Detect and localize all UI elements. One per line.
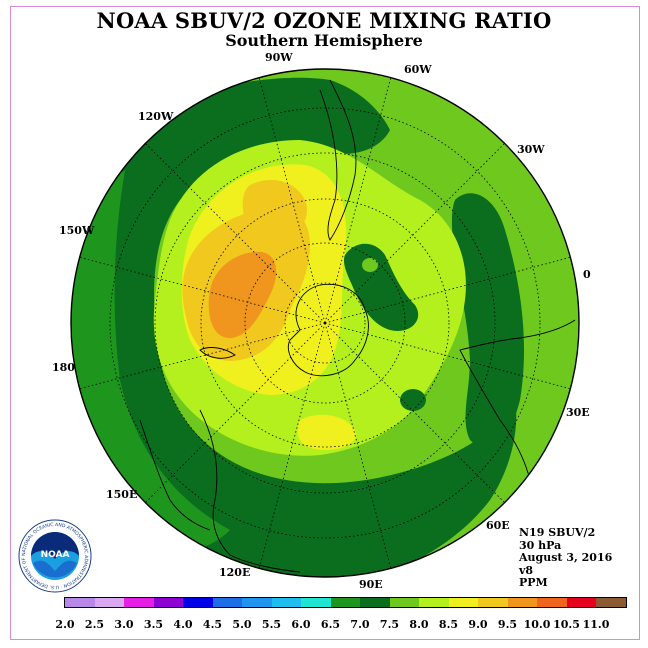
legend-swatch (389, 598, 419, 607)
info-block: N19 SBUV/2 30 hPa August 3, 2016 v8 PPM (519, 526, 613, 590)
latitude-grid (109, 107, 541, 539)
map-field-7-0-patch (400, 389, 426, 411)
legend-label: 9.0 (468, 618, 488, 631)
legend-swatch (330, 598, 360, 607)
legend-swatch (94, 598, 124, 607)
lon-label-60w: 60W (404, 63, 432, 76)
legend-label: 10.0 (523, 618, 551, 631)
legend-swatch (507, 598, 537, 607)
map-border (70, 68, 580, 578)
map-field-6-5 (71, 170, 230, 552)
legend-swatch (183, 598, 213, 607)
legend-labels: 2.0 2.5 3.0 3.5 4.0 4.5 5.0 5.5 6.0 6.5 7.0 7.5 8.0 8… (55, 608, 627, 631)
legend-swatch (271, 598, 301, 607)
map-field-7-5-patch (362, 258, 378, 272)
lon-label-150w: 150W (59, 224, 95, 237)
map-field-8-5-south (297, 414, 356, 450)
legend-swatch (448, 598, 478, 607)
info-units: PPM (519, 576, 548, 589)
info-date: August 3, 2016 (519, 551, 613, 564)
info-satellite: N19 SBUV/2 (519, 526, 596, 539)
lon-label-60e: 60E (486, 519, 510, 532)
map-field-7-0-west (71, 77, 517, 577)
legend-label: 9.5 (497, 618, 518, 631)
legend-label: 3.0 (114, 618, 134, 631)
image-frame (10, 6, 640, 640)
legend-label: 2.5 (84, 618, 105, 631)
map-field-7-0-east (451, 193, 525, 448)
legend-swatch (537, 598, 567, 607)
lon-label-120w: 120W (138, 110, 174, 123)
legend-label: 10.5 (553, 618, 580, 631)
legend-label: 3.5 (143, 618, 164, 631)
info-level: 30 hPa (519, 538, 562, 552)
legend-label: 5.0 (232, 618, 252, 631)
lon-label-90w: 90W (265, 51, 293, 64)
legend-swatch (419, 598, 449, 607)
legend-swatch (566, 598, 596, 607)
legend-swatch (65, 598, 95, 607)
legend-swatch (212, 598, 242, 607)
map-field-9-5 (208, 251, 277, 339)
legend-label: 11.0 (582, 618, 610, 631)
legend-label: 2.0 (55, 618, 75, 631)
legend-label: 8.5 (438, 618, 459, 631)
legend-swatch (124, 598, 154, 607)
legend-label: 7.0 (350, 618, 370, 631)
legend-swatch (242, 598, 272, 607)
lon-label-180: 180 (52, 361, 75, 374)
legend-swatch (360, 598, 390, 607)
legend-label: 5.5 (261, 618, 282, 631)
legend-color-bar (64, 597, 627, 608)
legend-swatch (301, 598, 331, 607)
coastlines (139, 79, 576, 573)
legend-label: 8.0 (409, 618, 429, 631)
lon-label-30w: 30W (517, 143, 545, 156)
legend-label: 6.5 (320, 618, 341, 631)
page-title: NOAA SBUV/2 OZONE MIXING RATIO (96, 8, 552, 33)
noaa-logo: NATIONAL OCEANIC AND ATMOSPHERIC ADMINIS… (18, 519, 92, 593)
page-subtitle: Southern Hemisphere (225, 31, 423, 50)
legend-swatch (596, 598, 626, 607)
legend-label: 4.5 (202, 618, 223, 631)
legend-label: 4.0 (173, 618, 193, 631)
legend-swatch (478, 598, 508, 607)
svg-text:NOAA: NOAA (41, 550, 70, 560)
legend-label: 7.5 (379, 618, 400, 631)
legend-swatch (153, 598, 183, 607)
color-legend: 2.0 2.5 3.0 3.5 4.0 4.5 5.0 5.5 6.0 6.5 7.0 7.5 8.0 8… (55, 597, 627, 631)
lon-label-30e: 30E (566, 406, 590, 419)
lon-label-120e: 120E (219, 566, 251, 579)
lon-label-150e: 150E (106, 488, 138, 501)
legend-label: 6.0 (291, 618, 311, 631)
lon-label-0: 0 (583, 268, 591, 281)
lon-label-90e: 90E (359, 578, 383, 591)
info-version: v8 (519, 563, 534, 577)
